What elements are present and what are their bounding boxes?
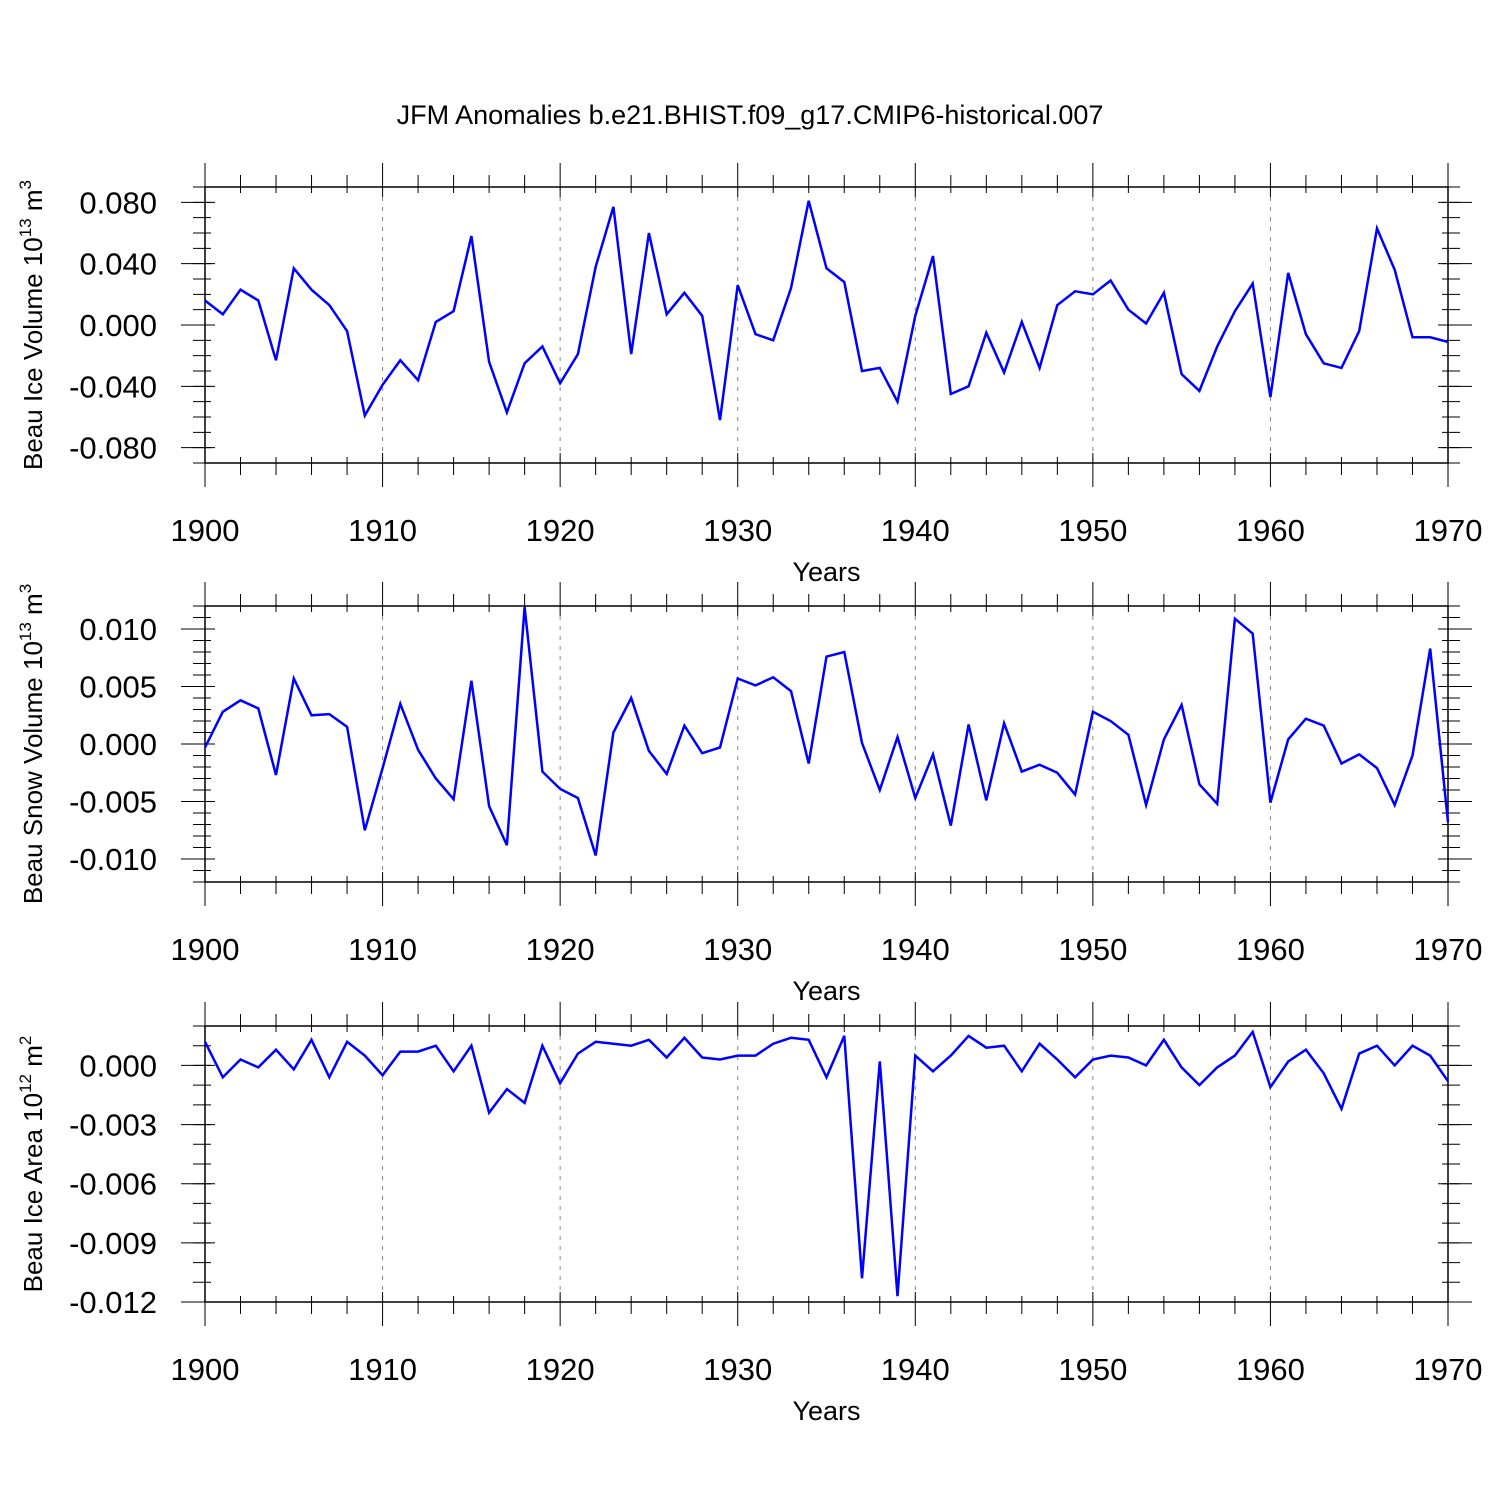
plot-frame <box>204 605 1449 883</box>
x-tick-label: 1930 <box>703 932 772 967</box>
x-tick-label: 1910 <box>348 513 417 548</box>
series-line <box>204 200 1449 421</box>
x-axis-label: Years <box>792 976 860 1006</box>
series-line <box>203 606 1450 856</box>
figure-title: JFM Anomalies b.e21.BHIST.f09_g17.CMIP6-… <box>397 100 1104 130</box>
x-tick-label: 1900 <box>171 513 240 548</box>
x-tick-label: 1930 <box>703 1352 772 1387</box>
plot-frame <box>204 1025 1449 1303</box>
x-tick-label: 1940 <box>881 932 950 967</box>
y-tick-label: 0.040 <box>79 247 157 282</box>
x-tick-label: 1940 <box>881 1352 950 1387</box>
x-tick-label: 1950 <box>1058 513 1127 548</box>
y-tick-label: 0.000 <box>79 308 157 343</box>
y-tick-label: -0.009 <box>69 1226 157 1261</box>
y-tick-label: -0.040 <box>69 369 157 404</box>
panel-2: -0.010 -0.005 0.000 0.005 0.010 1900 1910 1920 1… <box>16 582 1482 1006</box>
x-axis-label: Years <box>792 557 860 587</box>
x-tick-label: 1960 <box>1236 932 1305 967</box>
y-tick-label: -0.006 <box>69 1167 157 1202</box>
x-tick-label: 1910 <box>348 1352 417 1387</box>
y-tick-label: 0.000 <box>79 727 157 762</box>
x-tick-label: 1970 <box>1414 1352 1483 1387</box>
y-tick-label: 0.080 <box>79 185 157 220</box>
x-tick-label: 1920 <box>526 513 595 548</box>
x-tick-label: 1970 <box>1414 513 1483 548</box>
x-tick-label: 1950 <box>1058 932 1127 967</box>
y-axis-label: Beau Ice Volume 1013 m3 <box>16 180 48 470</box>
x-tick-label: 1900 <box>171 1352 240 1387</box>
series-line <box>203 1029 1450 1297</box>
plot-frame <box>204 186 1449 464</box>
panel-1: -0.080 -0.040 0.000 0.040 0.080 1900 1910 1920 1… <box>16 163 1482 587</box>
x-tick-label: 1910 <box>348 932 417 967</box>
x-tick-label: 1950 <box>1058 1352 1127 1387</box>
y-axis-label: Beau Snow Volume 1013 m3 <box>16 584 48 904</box>
panels: -0.080 -0.040 0.000 0.040 0.080 1900 1910 1920 1… <box>16 163 1482 1426</box>
x-tick-label: 1920 <box>526 932 595 967</box>
y-axis-label: Beau Ice Area 1012 m2 <box>16 1036 48 1293</box>
x-tick-label: 1960 <box>1236 513 1305 548</box>
y-tick-label: -0.080 <box>69 431 157 466</box>
x-tick-label: 1920 <box>526 1352 595 1387</box>
y-tick-label: -0.003 <box>69 1108 157 1143</box>
x-tick-label: 1960 <box>1236 1352 1305 1387</box>
panel-3: -0.012 -0.009 -0.006 -0.003 0.000 1900 1910 192… <box>16 1002 1482 1426</box>
y-tick-label: -0.012 <box>69 1285 157 1320</box>
x-tick-label: 1940 <box>881 513 950 548</box>
x-axis-label: Years <box>792 1396 860 1426</box>
y-tick-label: -0.005 <box>69 785 157 820</box>
y-tick-label: 0.000 <box>79 1048 157 1083</box>
x-tick-label: 1930 <box>703 513 772 548</box>
x-tick-label: 1970 <box>1414 932 1483 967</box>
x-tick-label: 1900 <box>171 932 240 967</box>
y-tick-label: 0.010 <box>79 612 157 647</box>
y-tick-label: 0.005 <box>79 670 157 705</box>
y-tick-label: -0.010 <box>69 842 157 877</box>
